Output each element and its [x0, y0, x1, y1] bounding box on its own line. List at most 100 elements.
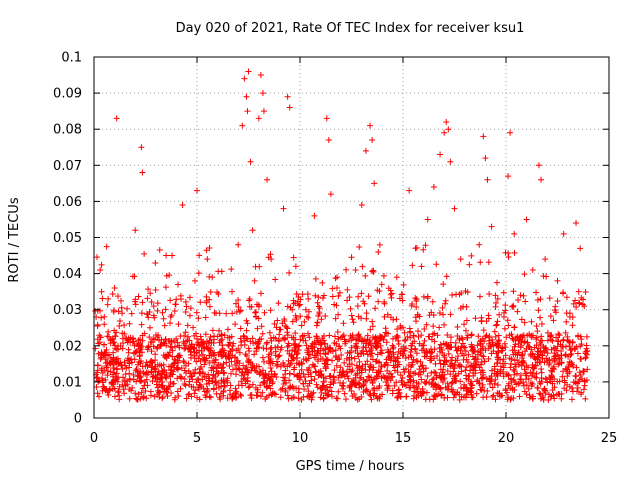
cloud-point — [428, 336, 435, 343]
cloud-point — [224, 326, 231, 333]
cloud-point — [444, 368, 451, 375]
cloud-point — [488, 367, 495, 374]
cloud-point — [518, 376, 525, 383]
cloud-point — [534, 385, 541, 392]
cloud-point — [131, 273, 138, 280]
cloud-point — [457, 384, 464, 391]
cloud-point — [154, 300, 161, 307]
cloud-point — [174, 388, 181, 395]
cloud-point — [277, 394, 284, 401]
cloud-point — [510, 288, 517, 295]
cloud-point — [199, 376, 206, 383]
cloud-point — [133, 366, 140, 373]
x-tick-label: 10 — [292, 431, 309, 446]
cloud-point — [468, 362, 475, 369]
cloud-point — [450, 368, 457, 375]
cloud-point — [510, 351, 517, 358]
cloud-point — [410, 370, 417, 377]
cloud-point — [113, 370, 120, 377]
cloud-point — [422, 365, 429, 372]
cloud-point — [348, 254, 355, 261]
cloud-point — [126, 320, 133, 327]
data-point — [260, 108, 267, 115]
cloud-point — [281, 336, 288, 343]
cloud-point — [467, 367, 474, 374]
cloud-point — [200, 385, 207, 392]
cloud-point — [211, 352, 218, 359]
cloud-point — [290, 385, 297, 392]
cloud-point — [354, 337, 361, 344]
cloud-point — [100, 341, 107, 348]
cloud-point — [128, 310, 135, 317]
cloud-point — [340, 332, 347, 339]
cloud-point — [124, 305, 131, 312]
data-point — [241, 75, 248, 82]
cloud-point — [508, 331, 515, 338]
data-point — [327, 191, 334, 198]
cloud-point — [544, 329, 551, 336]
cloud-point — [203, 344, 210, 351]
cloud-point — [193, 309, 200, 316]
cloud-point — [192, 330, 199, 337]
cloud-point — [420, 345, 427, 352]
data-point — [418, 263, 425, 270]
cloud-point — [573, 364, 580, 371]
cloud-point — [99, 370, 106, 377]
cloud-point — [547, 393, 554, 400]
cloud-point — [193, 358, 200, 365]
cloud-point — [257, 393, 264, 400]
cloud-point — [486, 333, 493, 340]
cloud-point — [381, 374, 388, 381]
cloud-point — [254, 325, 261, 332]
cloud-point — [548, 367, 555, 374]
cloud-point — [562, 329, 569, 336]
cloud-point — [504, 317, 511, 324]
cloud-point — [441, 321, 448, 328]
cloud-point — [400, 350, 407, 357]
cloud-point — [295, 343, 302, 350]
cloud-point — [248, 391, 255, 398]
cloud-point — [466, 261, 473, 268]
cloud-point — [449, 354, 456, 361]
cloud-point — [546, 295, 553, 302]
cloud-point — [115, 388, 122, 395]
data-point — [476, 241, 483, 248]
data-point — [447, 158, 454, 165]
cloud-point — [101, 367, 108, 374]
cloud-point — [501, 340, 508, 347]
cloud-point — [472, 315, 479, 322]
cloud-point — [494, 356, 501, 363]
cloud-point — [367, 392, 374, 399]
cloud-point — [170, 380, 177, 387]
cloud-point — [190, 369, 197, 376]
cloud-point — [205, 371, 212, 378]
cloud-point — [132, 390, 139, 397]
cloud-point — [312, 275, 319, 282]
cloud-point — [458, 393, 465, 400]
cloud-point — [321, 333, 328, 340]
cloud-point — [503, 334, 510, 341]
cloud-point — [251, 351, 258, 358]
cloud-point — [327, 384, 334, 391]
cloud-point — [284, 347, 291, 354]
data-point — [311, 212, 318, 219]
cloud-point — [261, 358, 268, 365]
cloud-point — [561, 377, 568, 384]
cloud-point — [494, 340, 501, 347]
cloud-point — [100, 352, 107, 359]
cloud-point — [541, 388, 548, 395]
cloud-point — [263, 340, 270, 347]
cloud-point — [554, 343, 561, 350]
cloud-point — [559, 373, 566, 380]
cloud-point — [192, 366, 199, 373]
cloud-point — [107, 355, 114, 362]
cloud-point — [428, 349, 435, 356]
cloud-point — [373, 372, 380, 379]
cloud-point — [554, 351, 561, 358]
cloud-point — [522, 298, 529, 305]
cloud-point — [398, 377, 405, 384]
cloud-point — [194, 394, 201, 401]
cloud-point — [482, 347, 489, 354]
cloud-point — [272, 352, 279, 359]
